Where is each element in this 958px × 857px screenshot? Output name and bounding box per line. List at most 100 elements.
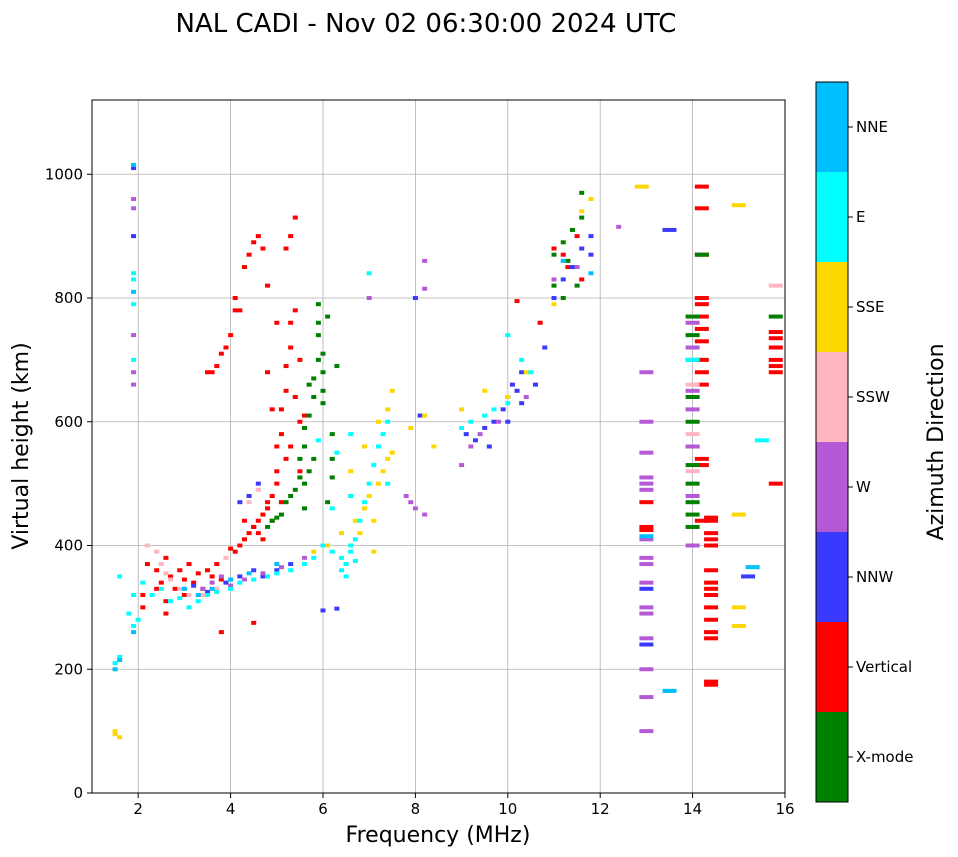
data-point xyxy=(694,357,709,362)
data-point xyxy=(639,580,654,585)
data-point xyxy=(274,320,280,325)
data-point xyxy=(685,395,700,399)
series-nnw xyxy=(131,166,756,647)
data-point xyxy=(768,330,783,335)
data-point xyxy=(551,246,557,251)
data-point xyxy=(131,197,137,201)
data-point xyxy=(639,450,654,455)
data-point xyxy=(131,166,137,171)
data-point xyxy=(186,605,192,610)
data-point xyxy=(131,302,137,307)
data-point xyxy=(278,407,284,412)
data-point xyxy=(288,345,294,350)
data-point xyxy=(302,425,308,430)
data-point xyxy=(274,481,280,486)
series-e xyxy=(112,271,769,693)
data-point xyxy=(255,234,261,239)
data-point xyxy=(232,308,238,313)
data-point xyxy=(302,413,308,418)
data-point xyxy=(551,277,557,282)
data-point xyxy=(366,271,372,276)
data-point xyxy=(223,580,229,585)
data-point xyxy=(551,252,557,257)
data-point xyxy=(195,593,201,597)
data-point xyxy=(237,308,243,313)
data-point xyxy=(694,184,709,189)
data-point xyxy=(459,463,465,468)
y-tick-label: 0 xyxy=(73,784,83,802)
data-point xyxy=(704,605,719,610)
data-point xyxy=(168,599,174,604)
colorbar-label: Azimuth Direction xyxy=(924,343,949,540)
y-tick-label: 200 xyxy=(54,660,83,678)
data-point xyxy=(579,277,585,282)
data-point xyxy=(768,481,783,486)
data-point xyxy=(362,506,368,511)
data-point xyxy=(181,586,187,591)
data-point xyxy=(704,568,719,573)
data-point xyxy=(112,661,118,666)
data-point xyxy=(639,500,654,505)
data-point xyxy=(422,286,428,291)
data-point xyxy=(260,512,266,517)
data-point xyxy=(265,500,271,505)
data-point xyxy=(131,277,137,282)
data-point xyxy=(694,339,709,344)
data-point xyxy=(459,425,465,430)
data-point xyxy=(117,657,123,662)
x-tick-label: 12 xyxy=(591,800,610,818)
data-point xyxy=(168,574,174,579)
data-point xyxy=(283,456,289,461)
data-point xyxy=(191,583,197,588)
data-point xyxy=(255,487,261,492)
data-point xyxy=(228,577,234,582)
data-point xyxy=(140,593,146,597)
data-point xyxy=(163,611,169,616)
data-point xyxy=(408,425,414,430)
data-point xyxy=(292,308,298,313)
data-point xyxy=(283,246,289,251)
data-point xyxy=(366,481,372,486)
data-point xyxy=(385,419,391,424)
data-point xyxy=(704,617,719,622)
data-point xyxy=(685,481,700,486)
data-point xyxy=(278,432,284,437)
data-point xyxy=(533,382,539,387)
data-point xyxy=(117,654,123,659)
data-point xyxy=(505,401,511,406)
data-point xyxy=(551,283,557,288)
colorbar-swatch xyxy=(816,622,848,712)
data-point xyxy=(768,314,783,319)
colorbar-swatch xyxy=(816,262,848,352)
data-point xyxy=(131,333,137,338)
data-point xyxy=(288,562,294,567)
data-point xyxy=(126,611,132,616)
data-point xyxy=(158,580,164,585)
series-sse xyxy=(112,184,746,740)
x-axis-label: Frequency (MHz) xyxy=(346,823,531,848)
data-point xyxy=(371,549,377,554)
data-point xyxy=(302,444,308,449)
data-point xyxy=(232,296,238,300)
data-point xyxy=(685,419,700,424)
data-point xyxy=(223,345,229,350)
colorbar-swatch xyxy=(816,82,848,172)
data-point xyxy=(588,271,594,276)
data-point xyxy=(232,549,238,554)
data-point xyxy=(348,543,354,548)
data-point xyxy=(704,636,719,641)
data-point xyxy=(255,518,261,523)
data-point xyxy=(731,623,746,628)
colorbar-frame xyxy=(815,81,849,803)
data-point xyxy=(265,283,271,288)
data-point xyxy=(200,593,206,597)
data-point xyxy=(186,593,192,597)
data-point xyxy=(565,258,571,263)
colorbar-swatch xyxy=(816,172,848,262)
data-point xyxy=(639,481,654,486)
data-point xyxy=(283,388,289,393)
data-point xyxy=(685,494,700,498)
data-point xyxy=(320,370,326,375)
data-point xyxy=(685,314,700,319)
data-point xyxy=(528,370,534,375)
